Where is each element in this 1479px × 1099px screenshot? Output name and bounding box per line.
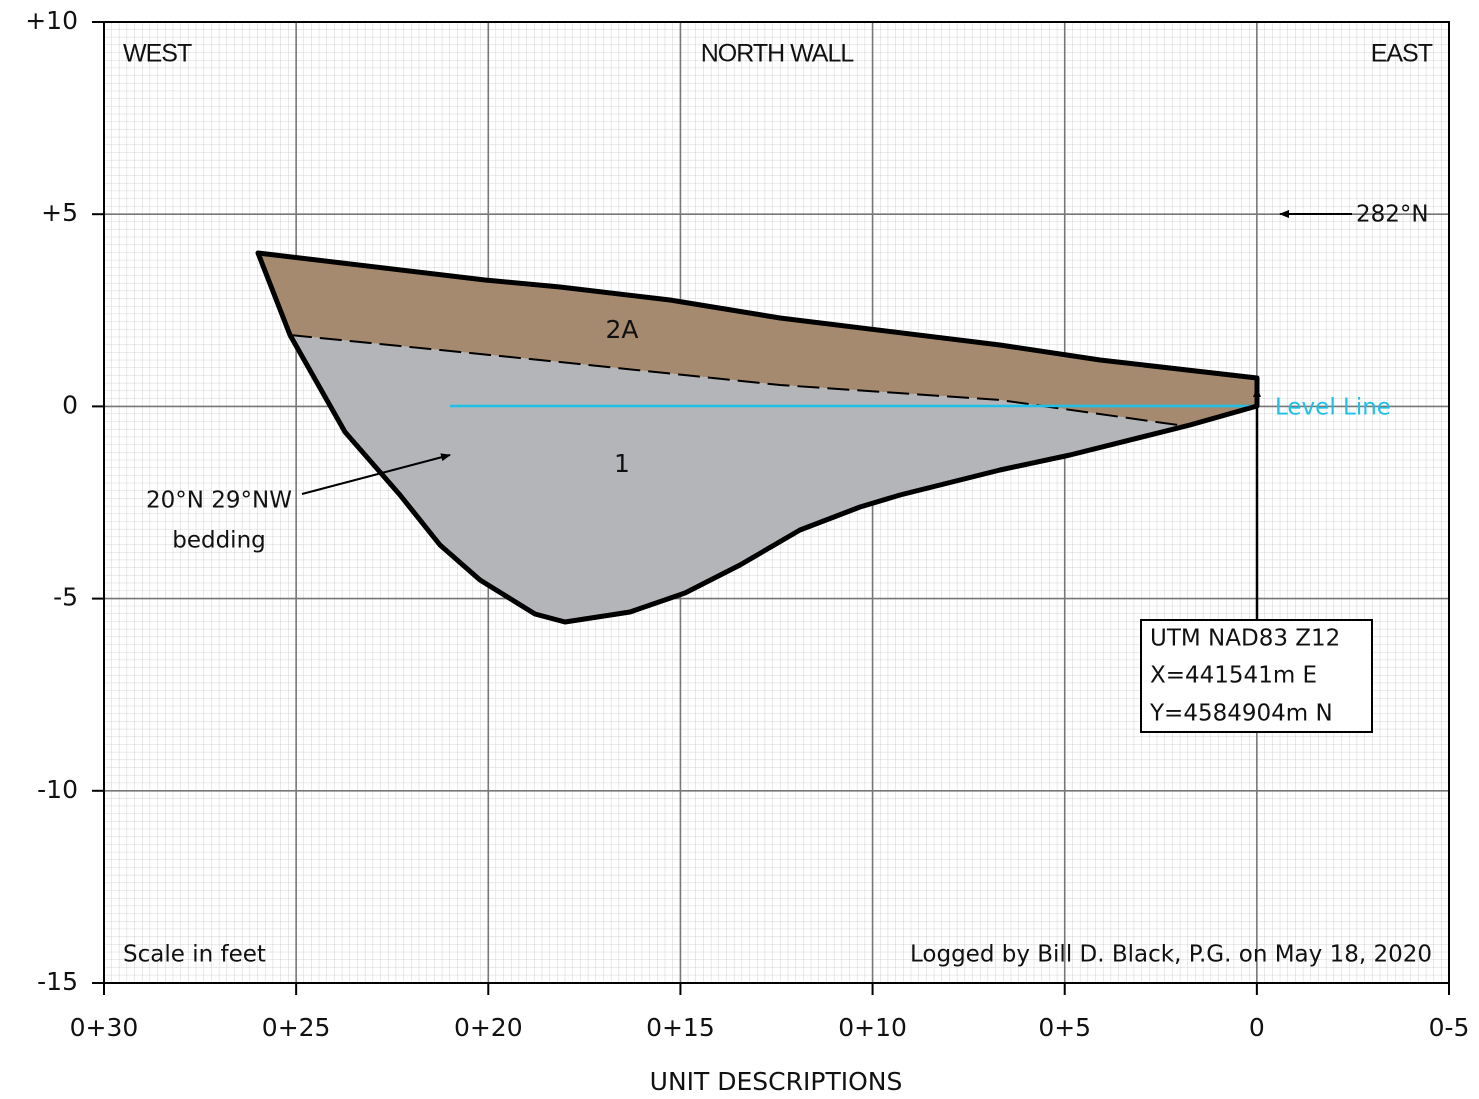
x-tick-label: 0+15: [646, 1013, 715, 1042]
trench-outline: [255, 250, 1260, 625]
axis-ticks: +10+50-5-10-150+30 0+25 0+20 0+15 0+10 0+5 0 0-…: [25, 6, 1469, 1042]
level-line-label: Level Line: [1275, 395, 1391, 421]
bearing-label: 282°N: [1356, 202, 1429, 228]
x-tick-label: 0+5: [1038, 1013, 1091, 1042]
y-tick-label: +5: [41, 198, 78, 227]
frame: [103, 21, 1450, 984]
scale-note: Scale in feet: [123, 942, 266, 968]
x-axis-title: UNIT DESCRIPTIONS: [650, 1067, 903, 1096]
y-tick-label: 0: [62, 390, 78, 419]
x-tick-label: 0-5: [1429, 1013, 1470, 1042]
location-text: Y=4584904m N: [1149, 701, 1333, 727]
x-tick-label: 0: [1249, 1013, 1265, 1042]
x-tick-label: 0+25: [262, 1013, 331, 1042]
x-tick-label: 0+20: [454, 1013, 523, 1042]
y-tick-label: -5: [53, 583, 78, 612]
unit-label: 2A: [605, 315, 638, 344]
contact-line: [289, 334, 1186, 427]
logged-by: Logged by Bill D. Black, P.G. on May 18,…: [910, 942, 1432, 968]
x-tick-label: 0+30: [70, 1013, 139, 1042]
west-label: WEST: [123, 40, 192, 68]
x-tick-label: 0+10: [838, 1013, 907, 1042]
bedding-label: 20°N 29°NW: [146, 488, 292, 514]
location-box: [1140, 619, 1373, 733]
wall-title: NORTH WALL: [701, 40, 855, 68]
y-tick-label: -10: [37, 775, 78, 804]
bedding-arrow: [301, 453, 451, 495]
location-text: X=441541m E: [1150, 663, 1317, 689]
location-text: UTM NAD83 Z12: [1150, 626, 1340, 652]
east-label: EAST: [1371, 40, 1433, 68]
bedding-label: bedding: [172, 528, 266, 554]
unit-label: 1: [614, 449, 630, 478]
y-tick-label: +10: [25, 6, 78, 35]
y-tick-label: -15: [37, 967, 78, 996]
unit-2a-area: [258, 253, 1257, 426]
